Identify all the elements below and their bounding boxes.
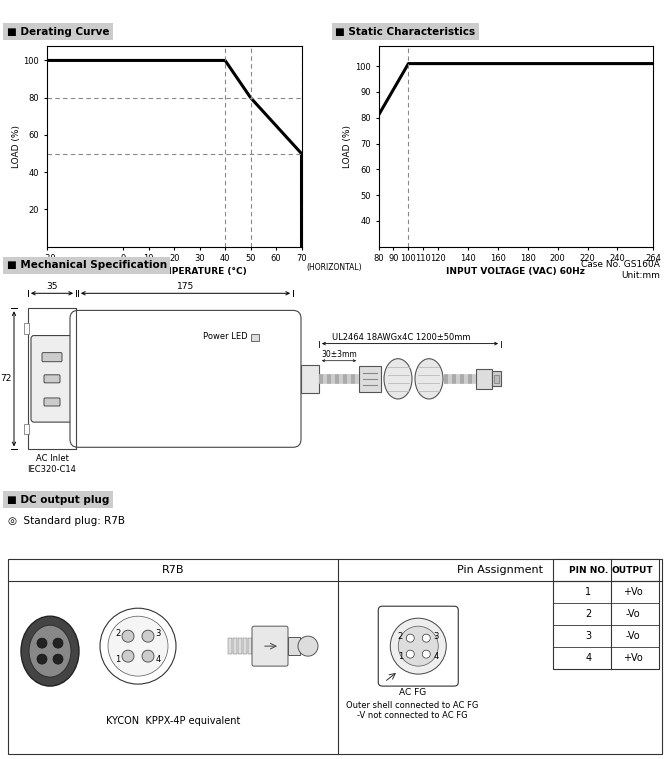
Text: ■ Derating Curve: ■ Derating Curve — [7, 27, 109, 36]
Text: R7B: R7B — [162, 565, 184, 575]
Text: -Vo: -Vo — [625, 609, 640, 619]
Bar — [301, 365, 319, 393]
Bar — [233, 638, 237, 654]
X-axis label: AMBIENT TEMPERATURE (°C): AMBIENT TEMPERATURE (°C) — [101, 267, 247, 276]
Circle shape — [298, 636, 318, 656]
Text: 35: 35 — [46, 282, 58, 291]
Text: 2: 2 — [398, 631, 403, 641]
Bar — [553, 559, 659, 669]
Circle shape — [142, 650, 154, 662]
Circle shape — [37, 638, 47, 648]
Bar — [251, 333, 259, 341]
FancyBboxPatch shape — [28, 308, 76, 449]
Circle shape — [422, 650, 430, 658]
Circle shape — [53, 654, 63, 664]
X-axis label: INPUT VOLTAGE (VAC) 60Hz: INPUT VOLTAGE (VAC) 60Hz — [446, 267, 586, 276]
Text: 3: 3 — [155, 628, 161, 638]
Text: 30±3mm: 30±3mm — [321, 350, 357, 359]
Bar — [288, 637, 300, 655]
Text: 4: 4 — [433, 652, 439, 660]
FancyBboxPatch shape — [44, 398, 60, 406]
FancyBboxPatch shape — [379, 606, 458, 686]
Ellipse shape — [21, 616, 79, 686]
Bar — [359, 366, 381, 392]
Circle shape — [53, 638, 63, 648]
Circle shape — [398, 626, 438, 666]
Text: 2: 2 — [585, 609, 592, 619]
Bar — [492, 371, 501, 386]
FancyBboxPatch shape — [70, 310, 301, 447]
Circle shape — [422, 635, 430, 642]
Y-axis label: LOAD (%): LOAD (%) — [344, 124, 352, 168]
Text: Power LED: Power LED — [204, 332, 248, 341]
Y-axis label: LOAD (%): LOAD (%) — [12, 124, 21, 168]
Text: -Vo: -Vo — [625, 631, 640, 641]
Circle shape — [100, 608, 176, 684]
Bar — [494, 375, 499, 383]
Text: +Vo: +Vo — [622, 653, 643, 663]
Text: ◎  Standard plug: R7B: ◎ Standard plug: R7B — [8, 516, 125, 526]
Bar — [24, 424, 29, 434]
Text: 3: 3 — [585, 631, 591, 641]
Text: AC Inlet
IEC320-C14: AC Inlet IEC320-C14 — [27, 455, 76, 474]
Circle shape — [406, 650, 414, 658]
Ellipse shape — [384, 359, 412, 399]
FancyBboxPatch shape — [252, 626, 288, 666]
Ellipse shape — [29, 625, 71, 677]
Text: ■ Mechanical Specification: ■ Mechanical Specification — [7, 260, 167, 270]
Circle shape — [122, 630, 134, 642]
Bar — [24, 323, 29, 333]
Text: KYCON  KPPX-4P equivalent: KYCON KPPX-4P equivalent — [106, 716, 241, 726]
Text: UL2464 18AWGx4C 1200±50mm: UL2464 18AWGx4C 1200±50mm — [332, 332, 470, 342]
Text: 72: 72 — [1, 374, 12, 383]
Text: 1: 1 — [398, 652, 403, 660]
Text: 1: 1 — [115, 654, 121, 663]
Text: 175: 175 — [177, 282, 194, 291]
Circle shape — [142, 630, 154, 642]
Ellipse shape — [415, 359, 443, 399]
Text: +Vo: +Vo — [622, 587, 643, 597]
Text: 2: 2 — [115, 628, 121, 638]
Text: 4: 4 — [585, 653, 591, 663]
Bar — [248, 638, 252, 654]
Text: PIN NO.: PIN NO. — [569, 565, 608, 575]
Circle shape — [122, 650, 134, 662]
Circle shape — [406, 635, 414, 642]
Text: 4: 4 — [155, 654, 161, 663]
Text: ■ DC output plug: ■ DC output plug — [7, 495, 109, 505]
Circle shape — [108, 616, 168, 676]
Circle shape — [37, 654, 47, 664]
Bar — [243, 638, 247, 654]
FancyBboxPatch shape — [44, 375, 60, 383]
Text: AC FG: AC FG — [399, 688, 426, 697]
Text: 3: 3 — [433, 631, 439, 641]
Text: OUTPUT: OUTPUT — [612, 565, 653, 575]
Text: ■ Static Characteristics: ■ Static Characteristics — [335, 27, 475, 36]
Circle shape — [390, 618, 446, 674]
FancyBboxPatch shape — [42, 353, 62, 362]
Text: 1: 1 — [585, 587, 591, 597]
Bar — [238, 638, 242, 654]
Bar — [8, 559, 662, 754]
Text: Pin Assignment: Pin Assignment — [457, 565, 543, 575]
FancyBboxPatch shape — [31, 335, 73, 422]
Bar — [228, 638, 232, 654]
Bar — [476, 369, 492, 389]
Text: Outer shell connected to AC FG
-V not connected to AC FG: Outer shell connected to AC FG -V not co… — [346, 701, 478, 720]
Text: (HORIZONTAL): (HORIZONTAL) — [307, 263, 362, 272]
Text: Case No. GS160A
Unit:mm: Case No. GS160A Unit:mm — [581, 260, 660, 280]
